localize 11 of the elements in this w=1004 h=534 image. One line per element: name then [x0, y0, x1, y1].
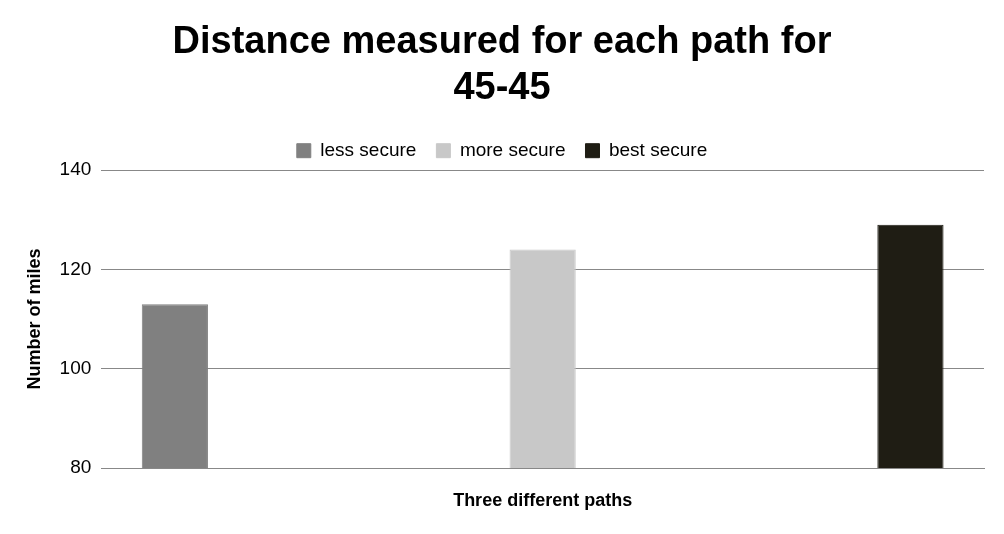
- y-axis-title: Number of miles: [23, 248, 44, 390]
- text: Distance measured for each path for: [172, 19, 832, 62]
- y-tick-label: 120: [59, 257, 92, 279]
- x-axis-title: Three different paths: [453, 490, 633, 511]
- legend-label: more secure: [459, 138, 566, 160]
- legend-label: less secure: [320, 138, 417, 160]
- y-tick-label: 80: [70, 456, 92, 478]
- y-tick-label: 140: [59, 158, 92, 180]
- text: 45-45: [453, 64, 551, 107]
- y-tick-label: 100: [59, 356, 92, 378]
- legend-label: best secure: [608, 138, 708, 160]
